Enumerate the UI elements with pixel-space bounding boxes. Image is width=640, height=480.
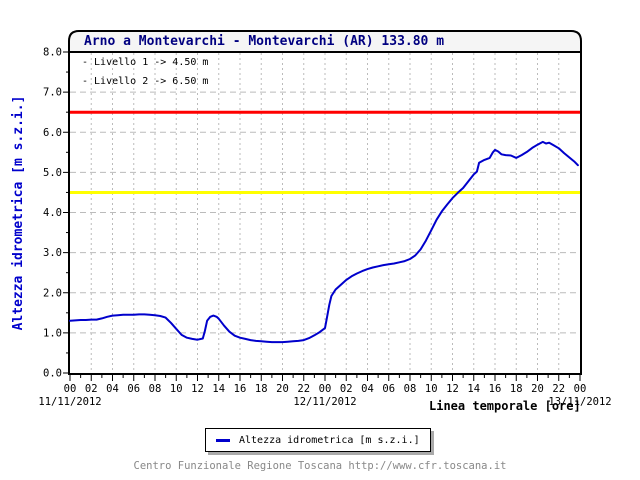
x-date-label: 13/11/2012: [548, 396, 611, 408]
y-tick-label: 8.0: [43, 47, 62, 59]
x-tick-label: 20: [531, 383, 544, 395]
x-tick-label: 22: [297, 383, 310, 395]
x-tick-label: 04: [361, 383, 374, 395]
threshold-annotation-livello1: - Livello 1 -> 4.50 m: [82, 57, 209, 68]
x-tick-label: 22: [552, 383, 565, 395]
x-tick-label: 08: [404, 383, 417, 395]
chart-title: Arno a Montevarchi - Montevarchi (AR) 13…: [84, 34, 445, 49]
x-tick-label: 18: [510, 383, 523, 395]
y-tick-label: 4.0: [43, 207, 62, 219]
y-tick-label: 0.0: [43, 368, 62, 380]
x-tick-label: 04: [106, 383, 119, 395]
x-tick-label: 00: [574, 383, 587, 395]
x-tick-label: 20: [276, 383, 289, 395]
x-tick-label: 12: [446, 383, 459, 395]
x-tick-label: 18: [255, 383, 268, 395]
chart-frame-border: [68, 30, 582, 375]
x-tick-label: 14: [467, 383, 480, 395]
threshold-annotation-livello2: - Livello 2 -> 6.50 m: [82, 76, 209, 87]
legend-line-marker: [216, 438, 230, 442]
footer-credit: Centro Funzionale Regione Toscana http:/…: [133, 460, 507, 472]
x-tick-label: 02: [85, 383, 98, 395]
x-tick-label: 16: [489, 383, 502, 395]
x-tick-label: 00: [64, 383, 77, 395]
y-tick-label: 7.0: [43, 87, 62, 99]
x-tick-label: 10: [170, 383, 183, 395]
y-tick-label: 2.0: [43, 287, 62, 299]
x-tick-label: 06: [382, 383, 395, 395]
x-tick-label: 08: [149, 383, 162, 395]
x-tick-label: 10: [425, 383, 438, 395]
threshold-lines: [70, 110, 580, 194]
x-date-label: 12/11/2012: [293, 396, 356, 408]
legend-box: Altezza idrometrica [m s.z.i.]: [205, 428, 431, 452]
chart-titlebar-bg: [70, 32, 580, 51]
series-line: [69, 140, 579, 344]
y-axis-title: Altezza idrometrica [m s.z.i.]: [11, 95, 26, 331]
x-tick-label: 14: [212, 383, 225, 395]
y-tick-label: 3.0: [43, 247, 62, 259]
x-tick-label: 16: [234, 383, 247, 395]
x-date-label: 11/11/2012: [38, 396, 101, 408]
x-tick-label: 06: [127, 383, 140, 395]
y-tick-label: 1.0: [43, 327, 62, 339]
y-tick-label: 5.0: [43, 167, 62, 179]
x-tick-label: 00: [319, 383, 332, 395]
x-axis-title: Linea temporale [ore]: [429, 399, 581, 413]
y-tick-label: 6.0: [43, 127, 62, 139]
legend-series-label: Altezza idrometrica [m s.z.i.]: [239, 434, 420, 446]
x-tick-label: 02: [340, 383, 353, 395]
axis-ticks: [63, 51, 581, 381]
tick-labels: 00 02 04 06 08 10 12 14 16 18 20 22 00 02 04 06 08 10 12 14…: [38, 47, 611, 409]
x-tick-label: 12: [191, 383, 204, 395]
